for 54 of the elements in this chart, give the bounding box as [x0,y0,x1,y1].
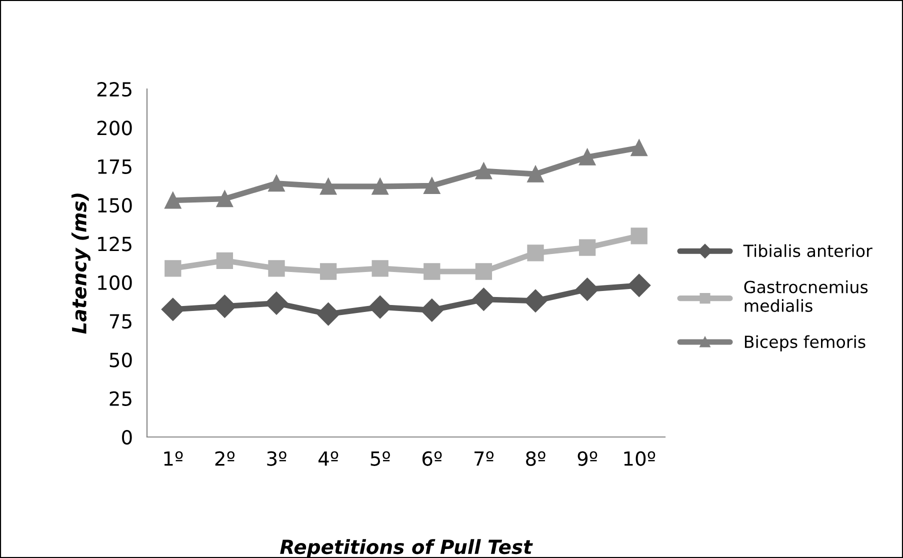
x-tick-label: 6º [422,451,442,466]
y-tick-label: 75 [110,314,132,329]
point [161,298,184,321]
point [268,260,285,277]
x-tick-label: 3º [267,451,286,466]
y-tick-label: 0 [122,430,132,445]
point [216,252,234,270]
y-tick-label: 125 [98,236,132,252]
point [164,260,182,277]
y-tick-label: 50 [110,352,132,368]
point [628,274,651,297]
x-tick-label: 1º [164,451,183,466]
point [268,175,285,192]
point [630,139,648,156]
point [630,228,648,244]
point [316,302,340,326]
point [164,192,182,209]
point [424,177,440,194]
point [265,292,288,315]
legend-label: Tibialis anterior [743,244,872,258]
point [368,296,392,319]
point [216,190,234,208]
point [420,298,444,322]
y-tick-label: 100 [98,275,132,290]
y-tick-label: 25 [110,391,132,406]
point [524,289,547,312]
point [578,148,596,166]
point [213,294,236,318]
point [527,244,544,262]
point [475,162,492,180]
x-tick-label: 2º [215,451,235,466]
x-tick-label: 8º [526,451,546,466]
y-tick-label: 150 [98,198,132,213]
x-tick-label: 10º [624,451,656,466]
legend-label: Gastrocnemius medialis [744,280,868,312]
point [578,239,596,256]
y-tick-label: 175 [98,160,132,174]
point [424,263,440,280]
point [576,278,599,301]
point [372,178,388,195]
y-axis-title: Latency (ms) [71,194,90,334]
y-tick-label: 200 [97,120,132,136]
legend-label: Biceps femoris [744,335,866,352]
point [320,263,337,280]
x-axis-title: Repetitions of Pull Test [280,539,533,558]
x-tick-label: 5º [370,451,390,466]
y-tick-label: 225 [97,82,132,97]
point [527,166,544,182]
x-tick-label: 4º [318,451,338,466]
point [372,260,388,277]
point [320,178,337,195]
x-tick-label: 9º [578,451,598,466]
point [475,263,492,280]
x-tick-label: 7º [474,451,494,466]
